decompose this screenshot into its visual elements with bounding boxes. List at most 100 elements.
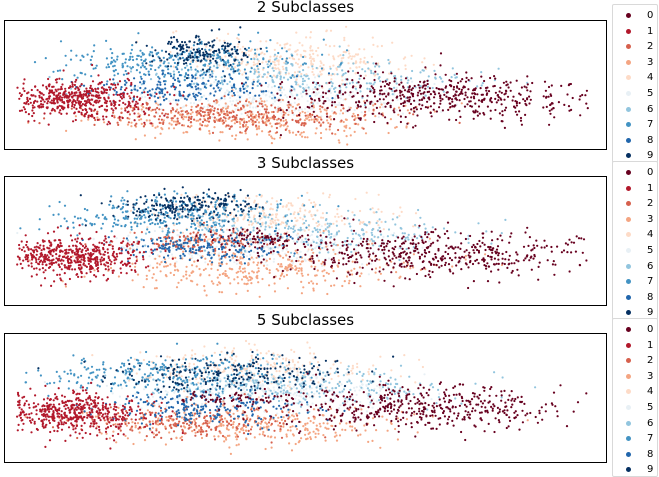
point-class-1 (73, 112, 76, 115)
point-class-2 (267, 111, 270, 114)
point-class-8 (163, 99, 166, 102)
point-class-6 (370, 71, 373, 75)
point-class-1 (38, 90, 41, 94)
point-class-0 (433, 91, 436, 94)
point-class-9 (198, 49, 201, 52)
point-class-6 (371, 228, 374, 232)
point-class-4 (308, 211, 311, 214)
point-class-0 (500, 103, 503, 106)
point-class-3 (460, 102, 463, 105)
point-class-3 (74, 115, 77, 118)
point-class-0 (557, 101, 561, 104)
point-class-6 (476, 85, 479, 88)
point-class-7 (250, 57, 253, 61)
point-class-1 (112, 93, 115, 96)
point-class-7 (146, 228, 149, 231)
point-class-0 (457, 81, 460, 84)
point-class-2 (308, 113, 312, 116)
point-class-1 (119, 95, 122, 98)
point-class-4 (380, 220, 383, 224)
point-class-0 (470, 105, 473, 108)
point-class-5 (367, 273, 370, 276)
point-class-5 (202, 87, 205, 90)
point-class-6 (285, 66, 288, 69)
point-class-3 (230, 119, 233, 123)
point-class-4 (255, 53, 258, 57)
point-class-3 (268, 269, 271, 272)
point-class-9 (174, 54, 177, 57)
point-class-0 (293, 97, 296, 100)
point-class-0 (308, 106, 311, 109)
point-class-0 (513, 105, 516, 108)
point-class-5 (372, 101, 375, 104)
point-class-5 (267, 85, 270, 88)
legend-item-5: 5 (613, 86, 657, 101)
point-class-3 (224, 270, 227, 273)
point-class-3 (177, 269, 180, 272)
point-class-0 (346, 78, 349, 81)
point-class-4 (307, 66, 310, 69)
point-class-8 (163, 83, 167, 86)
point-class-4 (195, 193, 198, 197)
point-class-3 (255, 276, 258, 279)
point-class-8 (214, 90, 217, 93)
point-class-1 (67, 91, 71, 94)
point-class-0 (358, 101, 361, 104)
point-class-8 (233, 86, 236, 89)
point-class-0 (285, 109, 288, 112)
point-class-0 (462, 86, 465, 89)
point-class-3 (216, 119, 219, 122)
point-class-0 (421, 86, 424, 89)
point-class-3 (231, 94, 234, 97)
point-class-1 (58, 77, 61, 80)
point-class-0 (418, 86, 421, 89)
point-class-3 (172, 127, 176, 130)
point-class-7 (105, 218, 108, 221)
point-class-2 (178, 122, 181, 125)
point-class-1 (22, 106, 25, 109)
point-class-0 (412, 107, 415, 110)
point-class-1 (78, 106, 82, 109)
point-class-5 (199, 76, 202, 79)
point-class-0 (463, 105, 467, 108)
point-class-0 (359, 84, 362, 87)
point-class-0 (567, 105, 571, 108)
point-class-5 (327, 257, 331, 260)
point-class-4 (275, 200, 278, 203)
point-class-0 (406, 96, 409, 99)
point-class-2 (301, 122, 304, 125)
point-class-3 (173, 269, 177, 272)
point-class-0 (494, 108, 497, 112)
point-class-9 (203, 43, 206, 46)
point-class-3 (261, 277, 264, 281)
point-class-4 (333, 73, 336, 76)
point-class-6 (263, 73, 266, 76)
point-class-3 (117, 275, 120, 278)
point-class-6 (301, 80, 305, 83)
point-class-7 (167, 68, 170, 71)
point-class-1 (76, 98, 79, 102)
point-class-2 (204, 119, 207, 122)
point-class-3 (241, 267, 245, 270)
point-class-9 (213, 49, 216, 53)
point-class-1 (173, 85, 176, 88)
point-class-7 (79, 59, 82, 62)
point-class-3 (399, 275, 402, 278)
point-class-7 (196, 219, 199, 222)
legend-label-8: 8 (647, 134, 654, 146)
point-class-3 (280, 263, 283, 266)
point-class-4 (295, 219, 298, 223)
point-class-7 (139, 66, 143, 69)
point-class-7 (269, 39, 272, 42)
point-class-5 (258, 109, 261, 112)
point-class-0 (375, 62, 378, 65)
point-class-3 (307, 273, 310, 276)
point-class-1 (75, 91, 78, 94)
point-class-7 (194, 53, 197, 56)
point-class-3 (190, 271, 193, 274)
point-class-5 (333, 103, 336, 106)
point-class-5 (277, 106, 280, 109)
point-class-6 (266, 71, 269, 74)
point-class-5 (370, 262, 373, 265)
point-class-7 (130, 67, 133, 70)
